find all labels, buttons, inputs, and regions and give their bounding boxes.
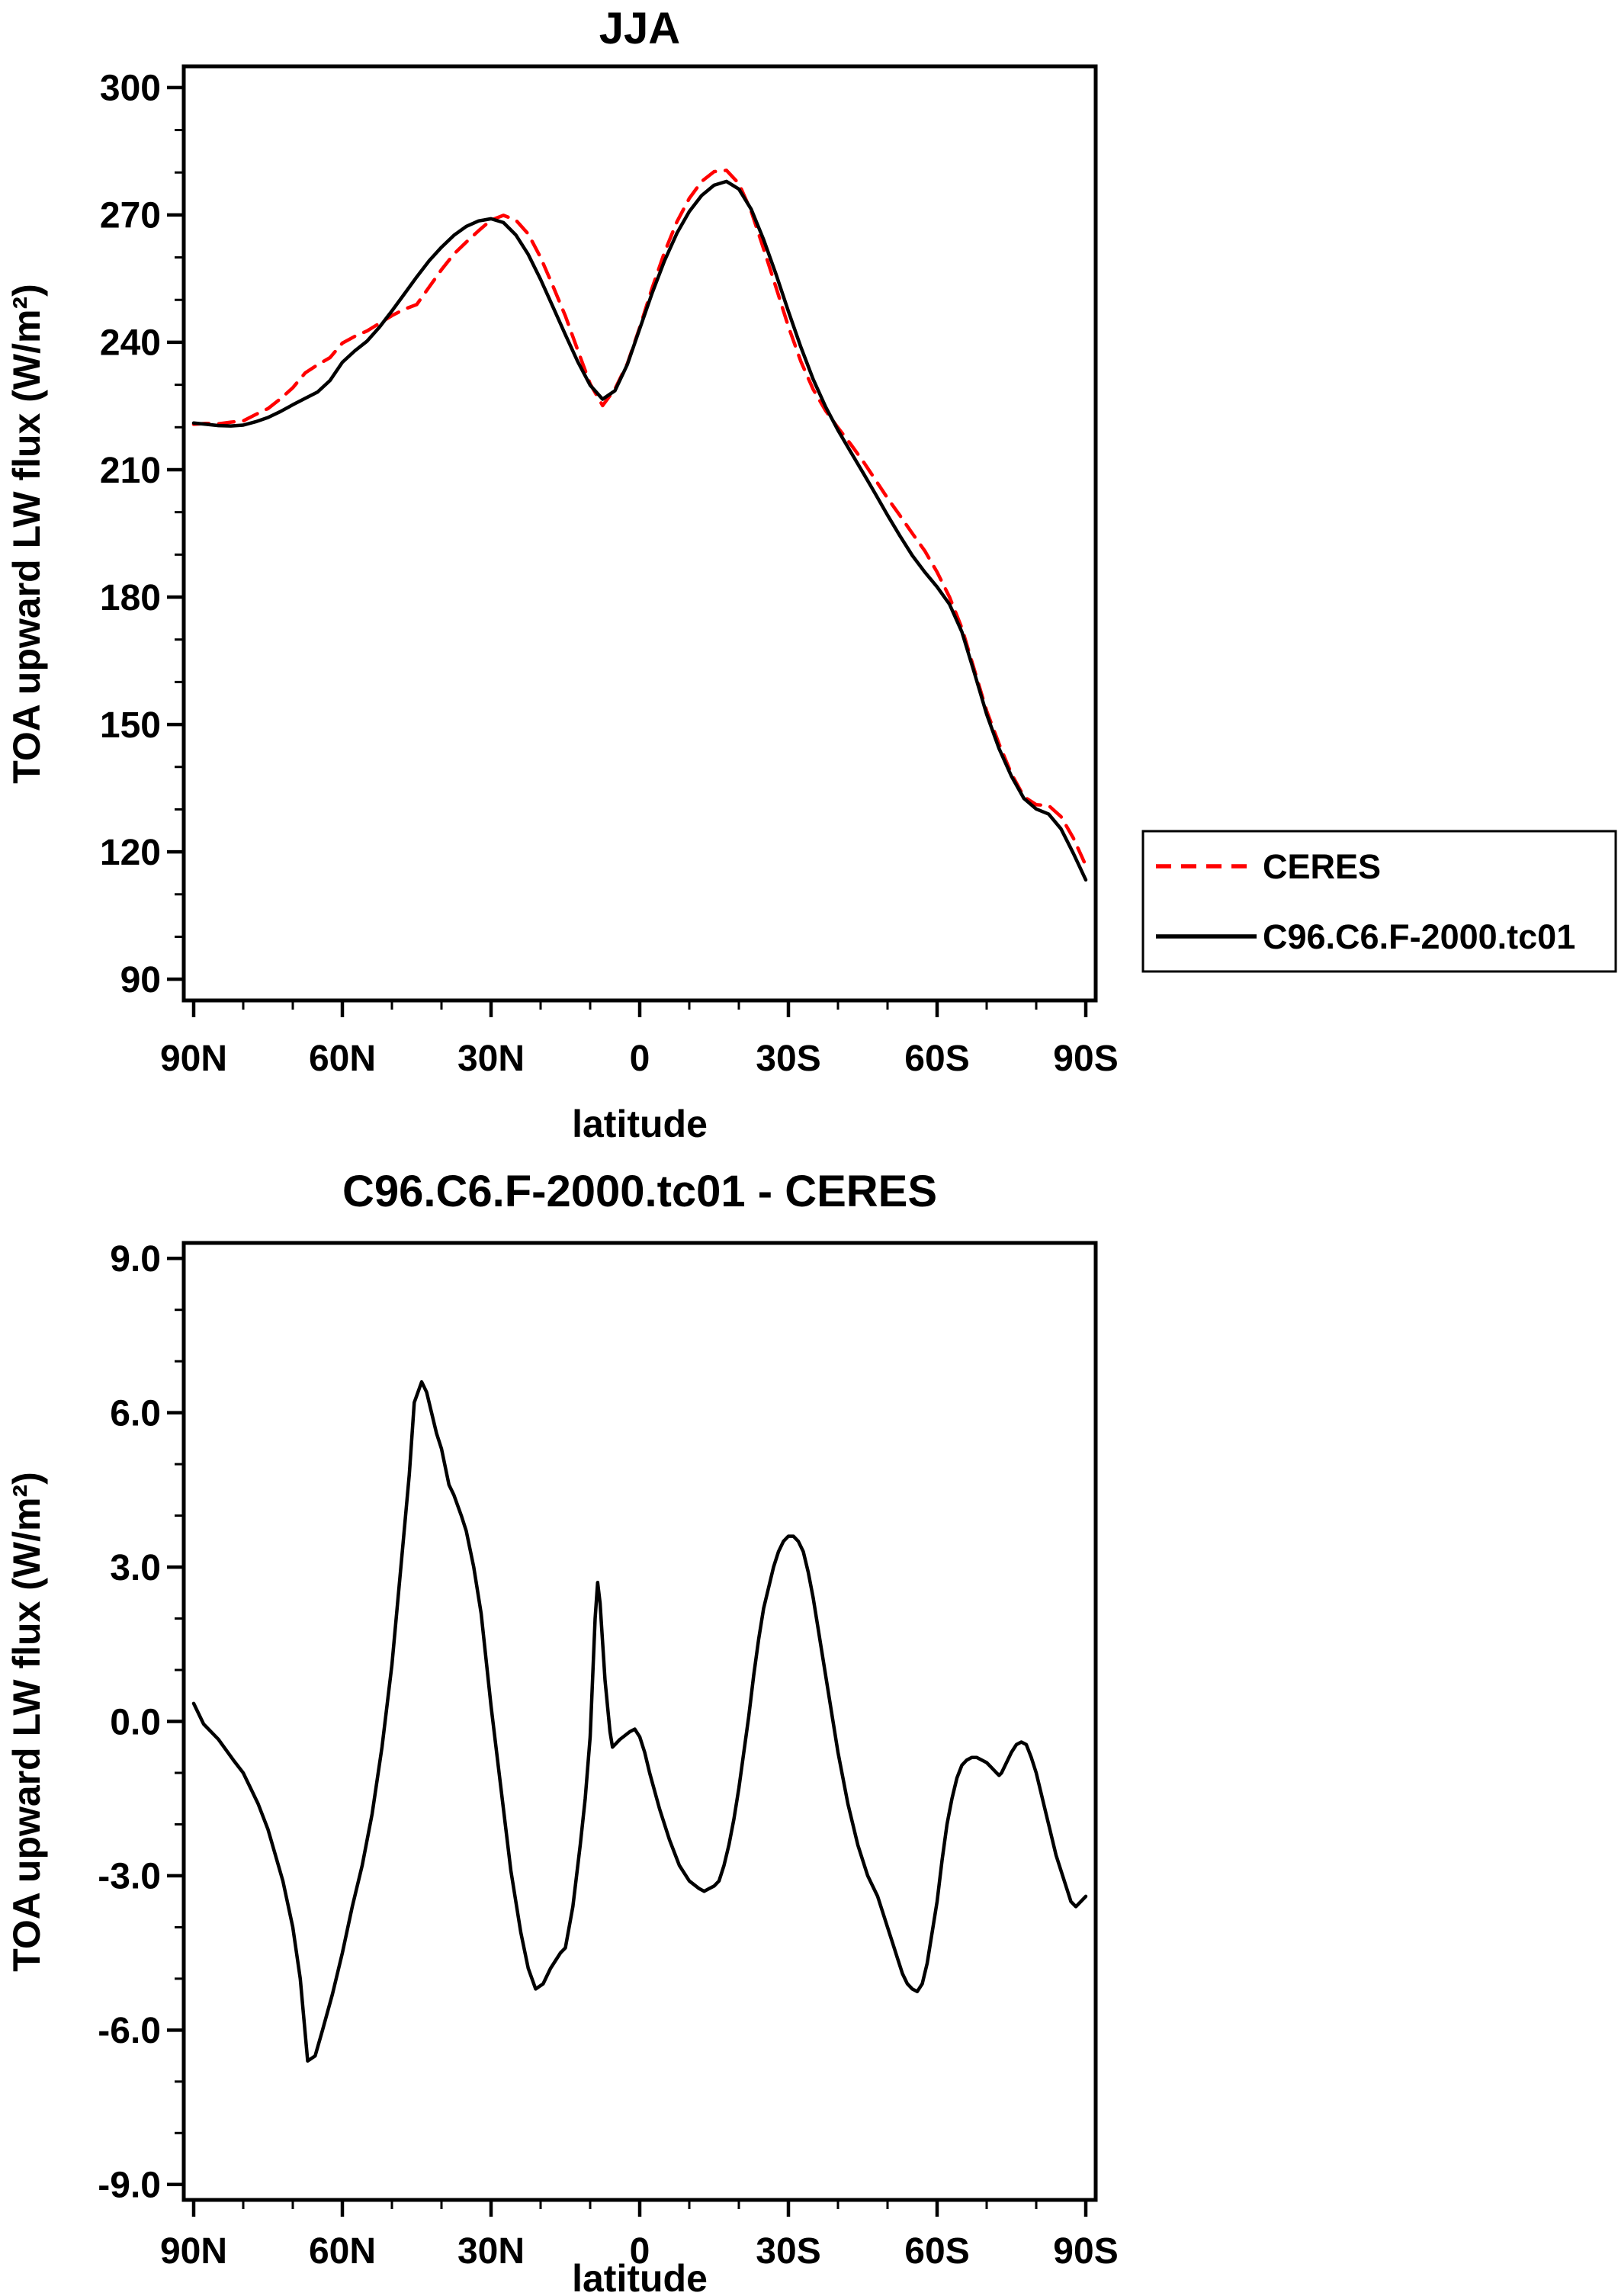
series-line-c96-c6-f-2000-tc01-ceres xyxy=(191,1379,1088,2063)
x-tick-label: 90N xyxy=(160,2231,227,2272)
bottom-series-group xyxy=(191,1379,1088,2063)
x-tick-label: 30S xyxy=(756,1039,820,1079)
top-series-group xyxy=(191,169,1088,882)
series-line-c96-c6-f-2000-tc01 xyxy=(191,179,1088,882)
x-tick-label: 90S xyxy=(1053,1039,1118,1079)
y-tick-label: 180 xyxy=(100,578,161,618)
y-tick-label: 90 xyxy=(120,960,161,1000)
y-tick-label: -6.0 xyxy=(98,2011,161,2051)
y-tick-label: 3.0 xyxy=(110,1548,161,1588)
y-tick-label: -9.0 xyxy=(98,2166,161,2206)
y-tick-label: 120 xyxy=(100,833,161,873)
plot-frame xyxy=(181,1241,1098,2202)
bottom-chart-title: C96.C6.F-2000.tc01 - CERES xyxy=(342,1167,937,1216)
x-tick-label: 0 xyxy=(630,2231,650,2272)
y-tick-label: 210 xyxy=(100,451,161,491)
x-tick-label: 60S xyxy=(904,1039,969,1079)
top-chart-title: JJA xyxy=(599,4,680,53)
x-tick-label: 0 xyxy=(630,1039,650,1079)
top-y-axis-label: TOA upward LW flux (W/m²) xyxy=(5,284,48,784)
y-tick-label: 6.0 xyxy=(110,1393,161,1434)
plot-frame xyxy=(181,64,1098,1003)
x-tick-label: 30N xyxy=(457,2231,525,2272)
y-tick-label: 9.0 xyxy=(110,1239,161,1280)
legend: CERES C96.C6.F-2000.tc01 xyxy=(1141,830,1617,973)
legend-label-model: C96.C6.F-2000.tc01 xyxy=(1263,917,1575,956)
legend-box xyxy=(1141,830,1617,973)
series-line-ceres xyxy=(191,169,1088,868)
top-axes: 90 120 150 180 210 240 270 300 90N 60N 30N 0 30S 60S 9… xyxy=(100,64,1119,1079)
bottom-axes: -9.0 -6.0 -3.0 0.0 3.0 6.0 9.0 90N 60N 30N 0 30S 60S… xyxy=(98,1239,1118,2272)
bottom-x-axis-label: latitude xyxy=(572,2257,708,2296)
x-tick-label: 30S xyxy=(756,2231,820,2272)
x-tick-label: 60N xyxy=(309,1039,376,1079)
y-tick-label: 270 xyxy=(100,196,161,236)
y-tick-label: 300 xyxy=(100,69,161,109)
x-tick-label: 60S xyxy=(904,2231,969,2272)
x-tick-label: 60N xyxy=(309,2231,376,2272)
bottom-y-axis-label: TOA upward LW flux (W/m²) xyxy=(5,1472,48,1972)
top-x-axis-label: latitude xyxy=(572,1103,708,1145)
y-tick-label: -3.0 xyxy=(98,1857,161,1897)
bottom-chart: C96.C6.F-2000.tc01 - CERES TOA upward LW… xyxy=(5,1167,1119,2296)
x-tick-label: 30N xyxy=(457,1039,525,1079)
x-tick-label: 90S xyxy=(1053,2231,1118,2272)
y-tick-label: 150 xyxy=(100,705,161,746)
x-tick-label: 90N xyxy=(160,1039,227,1079)
legend-label-ceres: CERES xyxy=(1263,847,1381,886)
y-tick-label: 240 xyxy=(100,323,161,364)
y-tick-label: 0.0 xyxy=(110,1702,161,1742)
top-chart: JJA TOA upward LW flux (W/m²) latitude 9… xyxy=(5,4,1119,1145)
